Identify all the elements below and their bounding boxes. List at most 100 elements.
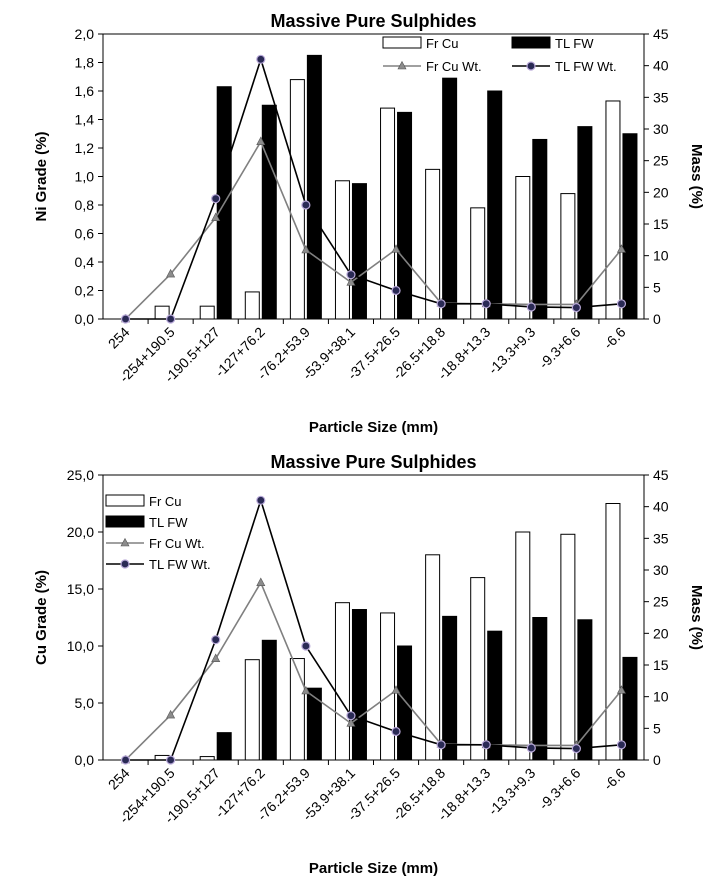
right-tick-label: 35 xyxy=(653,89,669,105)
fr-cu-wt-point xyxy=(211,212,221,221)
x-tick-label: -9.3+6.6 xyxy=(536,765,584,813)
tl-fw-wt-point xyxy=(256,495,266,505)
x-axis-title: Particle Size (mm) xyxy=(309,860,438,877)
fr-cu-bar xyxy=(470,577,486,761)
fr-cu-wt-point xyxy=(616,685,626,694)
tl-fw-wt-point xyxy=(301,200,311,210)
legend-label: Fr Cu Wt. xyxy=(149,536,205,551)
legend-item: Fr Cu Wt. xyxy=(106,536,205,551)
right-tick-label: 40 xyxy=(653,499,669,515)
x-tick-label: -13.3+9.3 xyxy=(485,324,539,378)
tl-fw-bar xyxy=(216,732,232,761)
legend-label: Fr Cu xyxy=(149,494,182,509)
tl-fw-wt-point xyxy=(166,755,176,765)
legend-label: TL FW Wt. xyxy=(555,59,617,74)
left-tick-label: 1,6 xyxy=(75,83,95,99)
tl-fw-bar xyxy=(261,104,277,320)
tl-fw-bar xyxy=(261,639,277,761)
tl-fw-wt-point xyxy=(211,635,221,645)
fr-cu-bar xyxy=(605,503,621,761)
tl-fw-wt-point xyxy=(301,641,311,651)
fr-cu-wt-point xyxy=(301,244,311,254)
right-tick-label: 30 xyxy=(653,562,669,578)
tl-fw-bar xyxy=(487,90,503,320)
right-tick-label: 5 xyxy=(653,720,661,736)
fr-cu-wt-point xyxy=(166,709,176,719)
fr-cu-bar xyxy=(334,602,350,761)
right-tick-label: 45 xyxy=(653,26,669,42)
tl-fw-wt-point xyxy=(166,314,176,324)
legend-label: Fr Cu xyxy=(426,36,459,51)
fr-cu-bar xyxy=(425,554,441,761)
tl-fw-wt-point xyxy=(391,726,401,737)
ni-grade-chart-svg: Massive Pure Sulphides 0,0 0,2 0,4 0,6 0,8 1,0… xyxy=(33,11,705,436)
left-tick-label: 25,0 xyxy=(67,467,94,483)
x-tick-label: -6.6 xyxy=(600,765,629,794)
tl-fw-wt-point xyxy=(571,744,581,754)
legend-swatch-fr-cu xyxy=(105,494,145,507)
fr-cu-wt-point xyxy=(166,268,176,278)
left-axis-title: Ni Grade (%) xyxy=(33,131,50,221)
fr-cu-wt-point xyxy=(256,577,266,586)
fr-cu-wt-point xyxy=(391,685,401,694)
left-tick-label: 0,2 xyxy=(75,283,95,299)
left-tick-label: 1,2 xyxy=(75,140,95,156)
tl-fw-wt-line xyxy=(125,56,622,320)
fr-cu-bar xyxy=(334,180,350,320)
right-tick-label: 15 xyxy=(653,657,669,673)
right-tick-label: 35 xyxy=(653,530,669,546)
right-tick-label: 10 xyxy=(653,248,669,264)
legend-label: TL FW xyxy=(149,515,188,530)
legend-item: TL FW xyxy=(511,36,594,51)
fr-cu-bar xyxy=(470,207,486,320)
right-tick-label: 40 xyxy=(653,58,669,74)
chart-title: Massive Pure Sulphides xyxy=(270,11,476,31)
tl-fw-bar xyxy=(577,619,593,761)
legend-swatch-tl-fw xyxy=(511,36,551,49)
fr-cu-bar xyxy=(244,659,260,761)
right-tick-label: 45 xyxy=(653,467,669,483)
tl-fw-bar xyxy=(487,630,503,761)
tl-fw-bar xyxy=(306,687,322,761)
fr-cu-wt-line xyxy=(124,139,623,320)
tl-fw-wt-point xyxy=(346,711,356,721)
left-axis-title: Cu Grade (%) xyxy=(33,570,50,665)
left-tick-label: 1,8 xyxy=(75,55,95,71)
left-tick-label: 0,8 xyxy=(75,197,95,213)
legend-swatch-fr-cu xyxy=(382,36,422,49)
right-tick-label: 20 xyxy=(653,184,669,200)
left-tick-label: 2,0 xyxy=(75,26,95,42)
fr-cu-bar xyxy=(560,193,576,320)
fr-cu-wt-line xyxy=(124,580,623,761)
x-axis-title: Particle Size (mm) xyxy=(309,419,438,436)
tl-fw-bar xyxy=(351,183,367,320)
tl-fw-wt-point xyxy=(571,303,581,313)
legend-item: TL FW Wt. xyxy=(106,557,211,572)
x-tick-label: 254 xyxy=(105,324,133,352)
tl-fw-bar xyxy=(306,54,322,320)
right-tick-label: 25 xyxy=(653,594,669,610)
right-tick-label: 0 xyxy=(653,311,661,327)
legend-item: Fr Cu xyxy=(382,36,459,51)
tl-fw-bar xyxy=(622,656,638,761)
tl-fw-wt-line xyxy=(125,497,622,761)
x-tick-label: 254 xyxy=(105,765,133,793)
fr-cu-bar xyxy=(560,533,576,761)
tl-fw-wt-point xyxy=(120,755,131,765)
tl-fw-bar xyxy=(532,617,548,761)
fr-cu-bar xyxy=(380,107,396,320)
ni-grade-chart: Massive Pure Sulphides 0,0 0,2 0,4 0,6 0,8 1,0… xyxy=(0,0,710,440)
tl-fw-bar xyxy=(532,138,548,320)
fr-cu-wt-point xyxy=(346,277,356,286)
fr-cu-bar xyxy=(380,612,396,761)
tl-fw-wt-point xyxy=(120,314,131,324)
legend-label: TL FW Wt. xyxy=(149,557,211,572)
legend-marker xyxy=(397,60,407,70)
legend-swatch-tl-fw xyxy=(105,515,145,528)
left-tick-label: 10,0 xyxy=(67,638,94,654)
fr-cu-bar xyxy=(289,658,305,761)
left-tick-label: 0,0 xyxy=(75,311,95,327)
left-tick-label: 1,4 xyxy=(75,112,95,128)
right-tick-label: 30 xyxy=(653,121,669,137)
legend-marker xyxy=(120,559,130,569)
